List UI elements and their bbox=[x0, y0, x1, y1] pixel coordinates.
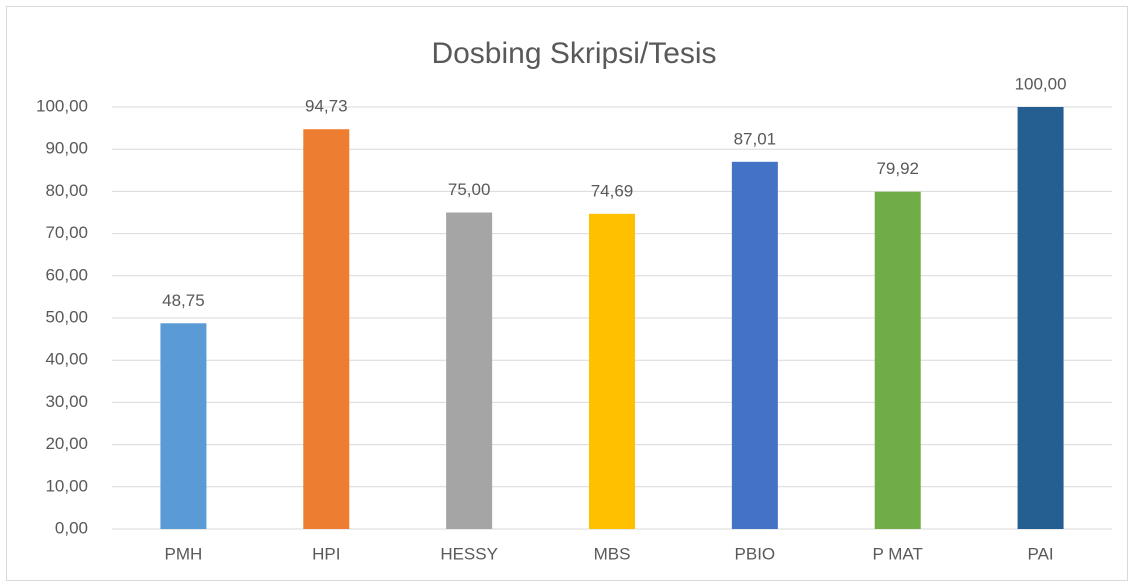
y-tick-label: 10,00 bbox=[45, 476, 88, 495]
bar bbox=[160, 323, 207, 529]
y-tick-label: 90,00 bbox=[45, 139, 88, 158]
bar bbox=[874, 191, 921, 529]
x-tick-label: HPI bbox=[312, 544, 340, 563]
y-tick-label: 100,00 bbox=[36, 96, 88, 115]
value-label: 100,00 bbox=[1015, 74, 1067, 93]
y-tick-label: 70,00 bbox=[45, 223, 88, 242]
bar bbox=[303, 129, 350, 530]
value-label: 94,73 bbox=[305, 97, 348, 116]
y-tick-label: 50,00 bbox=[45, 307, 88, 326]
x-tick-label: MBS bbox=[594, 544, 631, 563]
y-tick-label: 0,00 bbox=[55, 518, 88, 537]
x-tick-label: HESSY bbox=[440, 544, 498, 563]
value-label: 75,00 bbox=[448, 180, 491, 199]
value-label: 79,92 bbox=[876, 159, 919, 178]
value-label: 48,75 bbox=[162, 291, 205, 310]
bar bbox=[1017, 107, 1064, 529]
value-label: 87,01 bbox=[734, 129, 777, 148]
y-tick-label: 60,00 bbox=[45, 265, 88, 284]
x-tick-label: PMH bbox=[165, 544, 203, 563]
bar bbox=[731, 161, 778, 529]
chart-title: Dosbing Skripsi/Tesis bbox=[431, 37, 716, 70]
x-tick-label: PBIO bbox=[735, 544, 776, 563]
y-tick-label: 80,00 bbox=[45, 181, 88, 200]
bar bbox=[589, 213, 635, 529]
y-tick-label: 30,00 bbox=[45, 392, 88, 411]
bar bbox=[446, 212, 493, 529]
y-tick-label: 20,00 bbox=[45, 434, 88, 453]
value-label: 74,69 bbox=[591, 181, 634, 200]
x-tick-label: P MAT bbox=[873, 544, 923, 563]
y-tick-label: 40,00 bbox=[45, 350, 88, 369]
x-tick-label: PAI bbox=[1028, 544, 1054, 563]
